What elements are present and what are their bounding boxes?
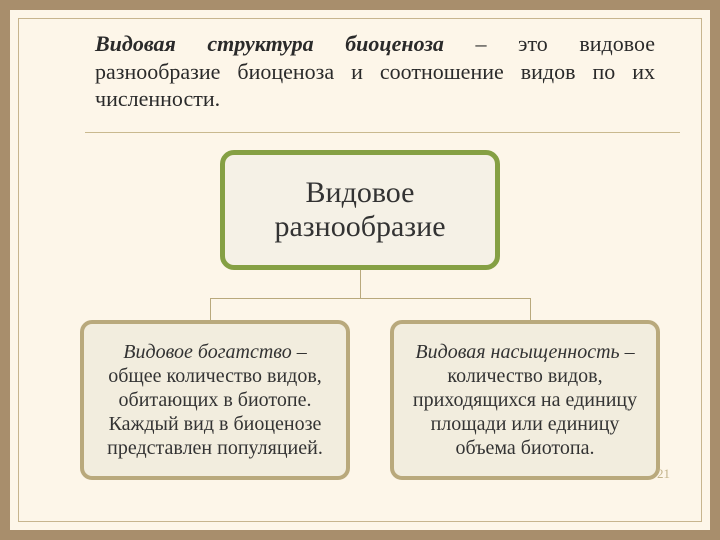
connector-root-v	[360, 270, 361, 298]
root-node: Видовое разнообразие	[220, 150, 500, 270]
child-node-right: Видовая насыщенность – количество видов,…	[390, 320, 660, 480]
child-right-term: Видовая насыщенность	[415, 341, 619, 363]
child-left-term: Видовое богатство	[123, 341, 291, 363]
connector-right-v	[530, 298, 531, 320]
connector-left-v	[210, 298, 211, 320]
page-number: 21	[657, 466, 670, 482]
definition-term: Видовая структура биоценоза	[95, 31, 444, 56]
slide: Видовая структура биоценоза – это видово…	[0, 0, 720, 540]
connector-h	[210, 298, 530, 299]
root-node-label: Видовое разнообразие	[245, 176, 475, 244]
definition-text: Видовая структура биоценоза – это видово…	[95, 30, 655, 113]
divider-line	[85, 132, 680, 133]
child-node-left: Видовое богатство – общее количество вид…	[80, 320, 350, 480]
